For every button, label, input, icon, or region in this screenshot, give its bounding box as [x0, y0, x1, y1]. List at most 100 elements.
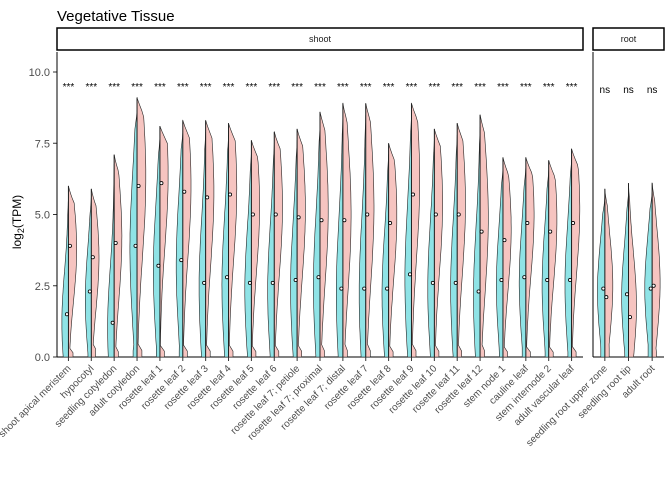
median-point-right	[433, 212, 438, 217]
median-point-left	[339, 286, 344, 291]
median-point-right	[365, 212, 370, 217]
violin-left-half	[85, 197, 92, 358]
significance-label: ***	[63, 82, 75, 93]
median-point-left	[385, 286, 390, 291]
violin-right-half	[604, 188, 614, 358]
violin-right-half	[411, 102, 420, 358]
violin-right-half	[651, 182, 661, 358]
median-point-right	[456, 212, 461, 217]
significance-label: ***	[291, 82, 303, 93]
median-point-left	[225, 275, 230, 280]
y-tick-label: 2.5	[35, 281, 50, 293]
violin-right-half	[571, 147, 581, 358]
violin-right-half	[228, 123, 238, 358]
y-axis-label: log2(TPM)	[10, 195, 26, 249]
median-point-right	[548, 229, 553, 234]
significance-label: ***	[131, 82, 143, 93]
violin-right-half	[628, 183, 637, 358]
violin-left-half	[61, 193, 69, 358]
significance-label: ***	[85, 82, 97, 93]
median-point-right	[604, 295, 609, 300]
violin-left-half	[198, 131, 207, 358]
violin-left-half	[129, 110, 138, 358]
facet-strip-label: root	[621, 34, 637, 44]
median-point-left	[568, 278, 573, 283]
significance-label: ***	[543, 82, 555, 93]
median-point-left	[648, 286, 653, 291]
violin-left-half	[381, 153, 389, 358]
violin-right-half	[502, 157, 512, 358]
violin-left-half	[107, 163, 115, 358]
violin-left-half	[644, 190, 653, 358]
violin-left-half	[541, 170, 550, 358]
significance-label: ***	[383, 82, 395, 93]
violin-right-half	[525, 157, 535, 358]
violin-left-half	[564, 158, 572, 358]
median-point-left	[430, 280, 435, 285]
violin-left-half	[313, 124, 321, 358]
violin-left-half	[358, 115, 367, 358]
violin-right-half	[479, 114, 489, 358]
median-point-left	[133, 243, 138, 248]
significance-label: ***	[451, 82, 463, 93]
median-point-right	[628, 315, 633, 320]
median-point-left	[156, 263, 161, 268]
significance-label: ***	[223, 82, 235, 93]
facet-strip	[592, 27, 665, 51]
violin-right-half	[91, 188, 100, 358]
violin-right-half	[136, 96, 147, 358]
median-point-right	[250, 212, 255, 217]
median-point-right	[525, 221, 530, 226]
violin-right-half	[365, 103, 375, 358]
significance-label: ***	[154, 82, 166, 93]
median-point-right	[342, 218, 347, 223]
median-point-right	[159, 181, 164, 186]
median-point-left	[545, 278, 550, 283]
median-point-right	[228, 192, 233, 197]
median-point-right	[571, 221, 576, 226]
median-point-left	[362, 286, 367, 291]
median-point-right	[388, 221, 393, 226]
significance-label: ***	[566, 82, 578, 93]
median-point-right	[296, 215, 301, 220]
violin-left-half	[621, 191, 629, 358]
median-point-left	[453, 280, 458, 285]
violin-left-half	[450, 134, 458, 358]
violin-left-half	[221, 134, 229, 358]
violin-left-half	[473, 126, 481, 358]
violin-left-half	[404, 114, 412, 358]
violin-right-half	[205, 119, 215, 358]
median-point-right	[319, 218, 324, 223]
category-label: shoot apical meristem	[0, 363, 74, 440]
violin-right-half	[433, 128, 443, 358]
significance-label: ***	[497, 82, 509, 93]
violin-left-half	[336, 115, 344, 358]
violin-left-half	[290, 140, 298, 358]
median-point-left	[270, 280, 275, 285]
violin-right-half	[296, 128, 306, 358]
violin-right-half	[113, 154, 123, 358]
violin-right-half	[548, 160, 558, 358]
significance-label: ***	[108, 82, 120, 93]
median-point-left	[499, 278, 504, 283]
significance-label: ***	[406, 82, 418, 93]
significance-label: ***	[474, 82, 486, 93]
significance-label: ***	[314, 82, 326, 93]
median-point-left	[476, 289, 481, 294]
violin-left-half	[267, 142, 275, 358]
median-point-right	[90, 255, 95, 260]
facet-strip-label: shoot	[309, 34, 332, 44]
violin-right-half	[456, 123, 466, 358]
median-point-left	[179, 258, 184, 263]
violin-left-half	[496, 166, 504, 358]
median-point-left	[87, 289, 92, 294]
significance-label: ns	[600, 85, 611, 96]
violin-left-half	[427, 140, 435, 358]
median-point-right	[205, 195, 210, 200]
median-point-right	[113, 240, 118, 245]
median-point-left	[202, 280, 207, 285]
median-point-right	[136, 183, 141, 188]
y-tick-label: 10.0	[29, 67, 50, 79]
significance-label: ***	[200, 82, 212, 93]
violin-right-half	[319, 111, 329, 358]
